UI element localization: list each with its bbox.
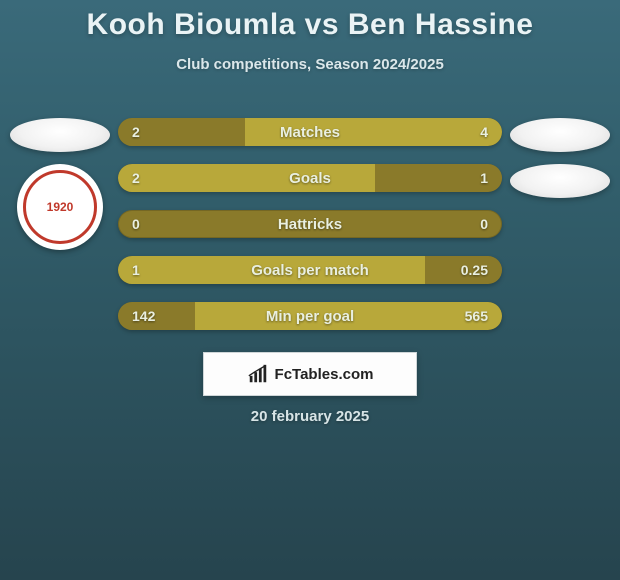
- right-player-column: [508, 118, 612, 198]
- badge-ring-icon: [23, 170, 97, 244]
- chart-icon: [247, 363, 269, 385]
- stat-label: Matches: [118, 118, 502, 146]
- left-player-column: 1920: [8, 118, 112, 250]
- footer-date: 20 february 2025: [0, 408, 620, 425]
- stat-value-right: 1: [480, 164, 488, 192]
- page-subtitle: Club competitions, Season 2024/2025: [0, 56, 620, 73]
- stat-row: 2Goals1: [118, 164, 502, 192]
- right-club-avatar: [510, 164, 610, 198]
- right-player-avatar: [510, 118, 610, 152]
- stat-row: 0Hattricks0: [118, 210, 502, 238]
- brand-watermark: FcTables.com: [203, 352, 417, 396]
- stat-value-right: 0.25: [461, 256, 488, 284]
- stat-label: Hattricks: [118, 210, 502, 238]
- brand-text: FcTables.com: [275, 366, 374, 383]
- stat-row: 2Matches4: [118, 118, 502, 146]
- stat-label: Goals per match: [118, 256, 502, 284]
- stat-label: Min per goal: [118, 302, 502, 330]
- stats-bars: 2Matches42Goals10Hattricks01Goals per ma…: [112, 118, 508, 330]
- stat-value-right: 565: [465, 302, 488, 330]
- stat-row: 1Goals per match0.25: [118, 256, 502, 284]
- chart-area: 1920 2Matches42Goals10Hattricks01Goals p…: [0, 118, 620, 330]
- stat-row: 142Min per goal565: [118, 302, 502, 330]
- stat-label: Goals: [118, 164, 502, 192]
- left-club-badge: 1920: [17, 164, 103, 250]
- left-player-avatar: [10, 118, 110, 152]
- infographic-container: Kooh Bioumla vs Ben Hassine Club competi…: [0, 0, 620, 580]
- stat-value-right: 4: [480, 118, 488, 146]
- stat-value-right: 0: [480, 210, 488, 238]
- page-title: Kooh Bioumla vs Ben Hassine: [0, 0, 620, 42]
